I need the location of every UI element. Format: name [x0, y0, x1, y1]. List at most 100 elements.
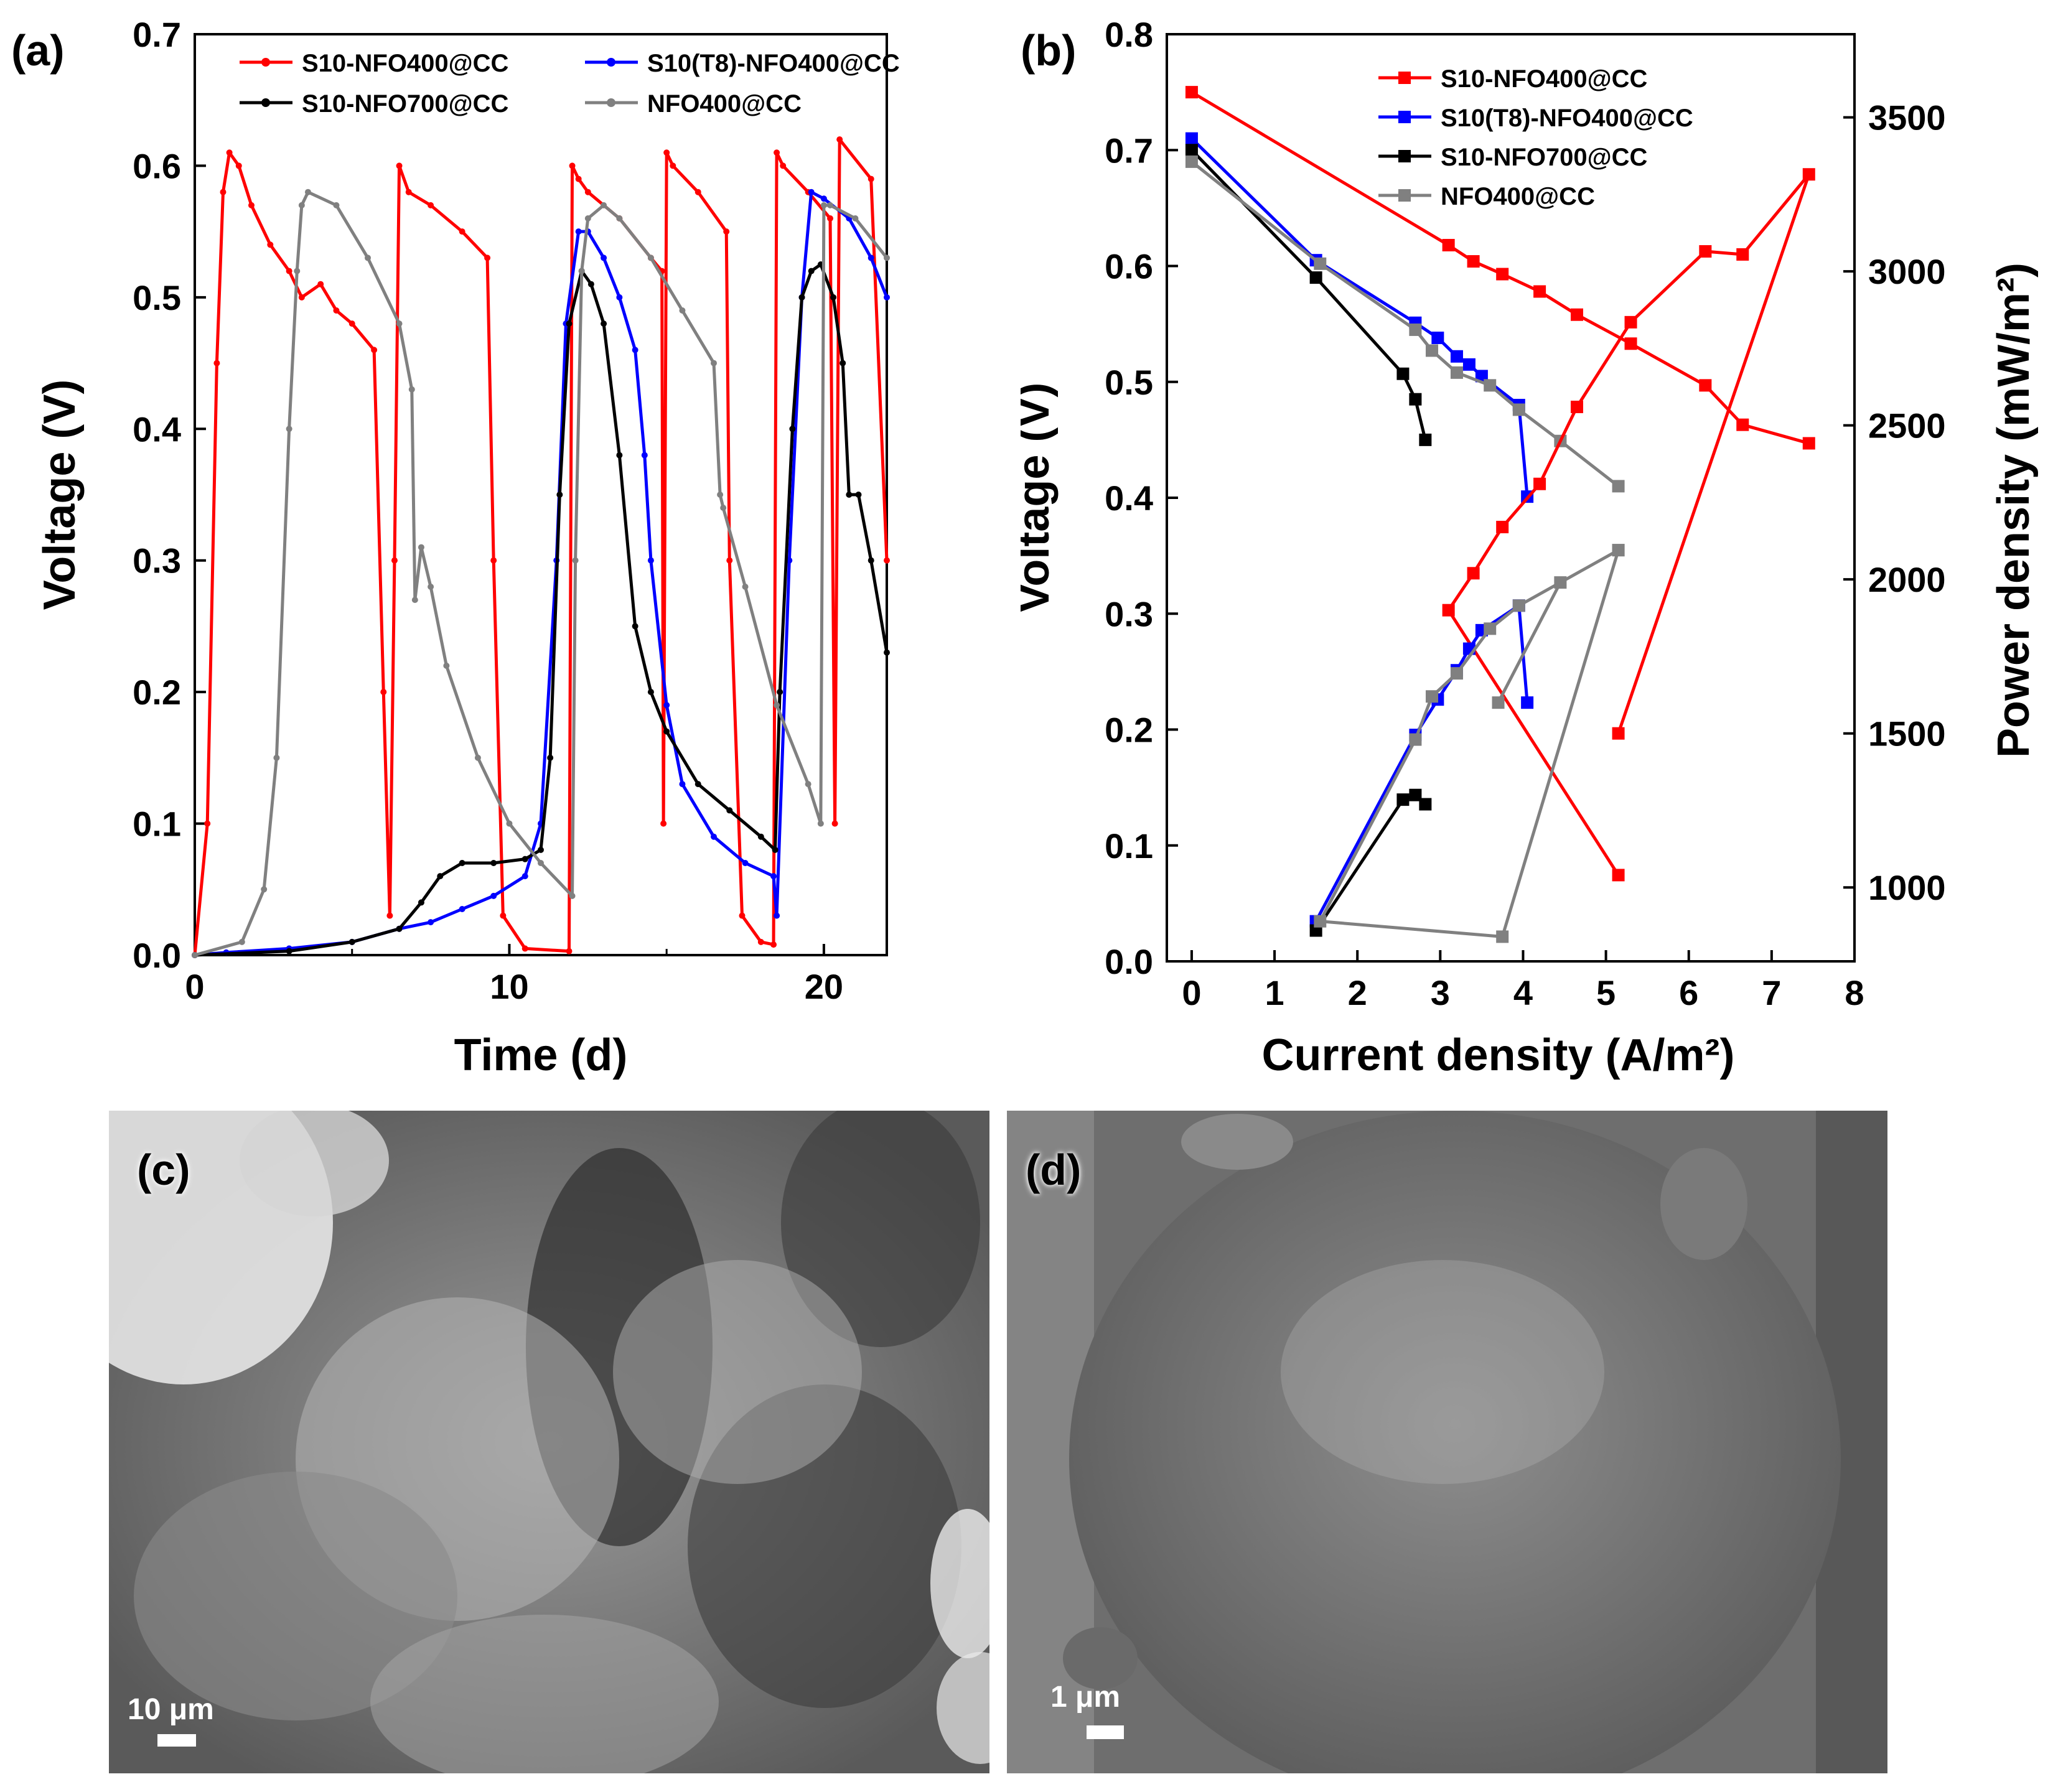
point-s10-t8-nfo400-cc	[679, 781, 686, 788]
power-point-s10-nfo400-cc	[1496, 521, 1509, 534]
power-point-nfo400-cc	[1554, 576, 1567, 589]
legend-marker-s10-t8-nfo400-cc	[1398, 111, 1411, 123]
point-s10-t8-nfo400-cc	[490, 892, 497, 899]
point-nfo400-cc	[396, 320, 403, 327]
x-tick-label-a: 10	[490, 967, 528, 1006]
point-s10-nfo700-cc	[587, 281, 594, 287]
point-s10-nfo700-cc	[839, 360, 846, 366]
x-tick-label-b: 7	[1762, 973, 1781, 1012]
polarization-point-s10-nfo700-cc	[1396, 367, 1410, 380]
y-tick-label-a: 0.0	[133, 936, 181, 975]
point-s10-nfo400-cc	[660, 820, 667, 827]
polarization-point-nfo400-cc	[1185, 155, 1198, 168]
x-tick-label-a: 0	[185, 967, 204, 1006]
point-s10-nfo700-cc	[726, 807, 733, 814]
polarization-point-s10-nfo400-cc	[1533, 285, 1546, 298]
point-s10-t8-nfo400-cc	[742, 860, 749, 866]
point-nfo400-cc	[411, 597, 418, 604]
point-nfo400-cc	[418, 544, 424, 551]
point-s10-nfo700-cc	[663, 728, 670, 735]
point-s10-t8-nfo400-cc	[808, 189, 815, 195]
power-point-s10-nfo400-cc	[1612, 727, 1625, 740]
legend-label-s10-t8-nfo400-cc: S10(T8)-NFO400@CC	[647, 50, 900, 77]
power-point-s10-nfo400-cc	[1533, 477, 1546, 490]
polarization-point-nfo400-cc	[1450, 366, 1463, 379]
point-s10-nfo400-cc	[333, 307, 340, 314]
polarization-point-s10-nfo400-cc	[1736, 418, 1749, 431]
polarization-point-s10-t8-nfo400-cc	[1450, 350, 1463, 363]
power-point-s10-nfo400-cc	[1442, 604, 1455, 617]
point-s10-nfo400-cc	[428, 202, 434, 208]
point-s10-nfo400-cc	[490, 557, 497, 564]
point-s10-nfo400-cc	[371, 347, 378, 353]
point-nfo400-cc	[647, 254, 654, 261]
y-axis-label-a: Voltage (V)	[35, 380, 85, 610]
point-nfo400-cc	[538, 860, 544, 866]
point-s10-nfo400-cc	[575, 175, 582, 182]
power-point-nfo400-cc	[1450, 667, 1463, 680]
y-tick-label-b: 0.6	[1105, 247, 1153, 286]
power-line-s10-nfo700-cc	[1314, 793, 1427, 931]
polarization-point-s10-nfo700-cc	[1309, 271, 1322, 284]
point-nfo400-cc	[365, 254, 371, 261]
point-nfo400-cc	[817, 820, 824, 827]
y2-tick-label-b: 1500	[1868, 714, 1946, 754]
y-axis-label-b: Voltage (V)	[1021, 383, 1059, 614]
polarization-point-s10-nfo700-cc	[1409, 393, 1422, 406]
point-s10-nfo700-cc	[396, 925, 403, 932]
point-nfo400-cc	[192, 952, 198, 958]
point-s10-nfo400-cc	[213, 360, 220, 366]
point-s10-nfo700-cc	[459, 860, 465, 866]
polarization-point-nfo400-cc	[1612, 480, 1625, 493]
sem-image-c	[109, 1111, 989, 1773]
panel-label-c: (c)	[137, 1146, 190, 1194]
point-s10-nfo400-cc	[386, 912, 393, 919]
point-s10-nfo400-cc	[235, 162, 242, 169]
point-nfo400-cc	[578, 268, 585, 274]
point-nfo400-cc	[238, 938, 245, 945]
point-s10-t8-nfo400-cc	[459, 906, 465, 912]
x-tick-label-b: 8	[1845, 973, 1864, 1012]
point-s10-nfo400-cc	[500, 912, 507, 919]
point-nfo400-cc	[805, 781, 811, 788]
polarization-line-s10-nfo400-cc	[1190, 90, 1810, 445]
point-s10-nfo700-cc	[418, 899, 424, 906]
y2-tick-label-b: 2500	[1868, 406, 1946, 446]
y-tick-label-b: 0.2	[1105, 711, 1153, 750]
point-s10-nfo400-cc	[723, 228, 730, 235]
point-s10-t8-nfo400-cc	[820, 195, 827, 202]
point-nfo400-cc	[742, 584, 749, 590]
y-tick-label-b: 0.3	[1105, 594, 1153, 633]
polarization-point-s10-nfo400-cc	[1624, 337, 1637, 350]
point-s10-nfo400-cc	[298, 294, 305, 301]
point-s10-nfo700-cc	[798, 294, 805, 301]
point-s10-nfo700-cc	[547, 754, 554, 761]
point-s10-nfo400-cc	[521, 945, 528, 952]
polarization-point-s10-nfo400-cc	[1467, 255, 1480, 268]
point-s10-nfo400-cc	[726, 557, 733, 564]
point-nfo400-cc	[572, 557, 579, 564]
y-tick-label-b: 0.5	[1105, 363, 1153, 402]
point-s10-nfo700-cc	[884, 649, 890, 656]
panel-label-b: (b)	[1021, 26, 1076, 75]
point-nfo400-cc	[333, 202, 340, 208]
polarization-point-s10-nfo700-cc	[1419, 433, 1432, 446]
point-s10-t8-nfo400-cc	[521, 873, 528, 880]
point-s10-nfo400-cc	[569, 162, 576, 169]
point-nfo400-cc	[273, 754, 280, 761]
point-s10-nfo400-cc	[831, 820, 838, 827]
point-s10-nfo400-cc	[663, 149, 670, 156]
scalebar-label-d: 1 μm	[1050, 1681, 1121, 1714]
point-s10-nfo700-cc	[601, 320, 607, 327]
x-axis-label-a: Time (d)	[454, 1030, 628, 1080]
x-tick-label-b: 2	[1348, 973, 1367, 1012]
polarization-point-s10-nfo400-cc	[1699, 379, 1712, 392]
point-s10-nfo400-cc	[584, 189, 591, 195]
y2-tick-label-b: 3000	[1868, 252, 1946, 291]
point-s10-nfo700-cc	[538, 846, 544, 853]
polarization-point-s10-nfo700-cc	[1185, 144, 1198, 157]
point-s10-nfo400-cc	[780, 162, 787, 169]
power-line-s10-t8-nfo400-cc	[1314, 604, 1529, 922]
point-nfo400-cc	[720, 505, 727, 511]
point-s10-t8-nfo400-cc	[647, 557, 654, 564]
